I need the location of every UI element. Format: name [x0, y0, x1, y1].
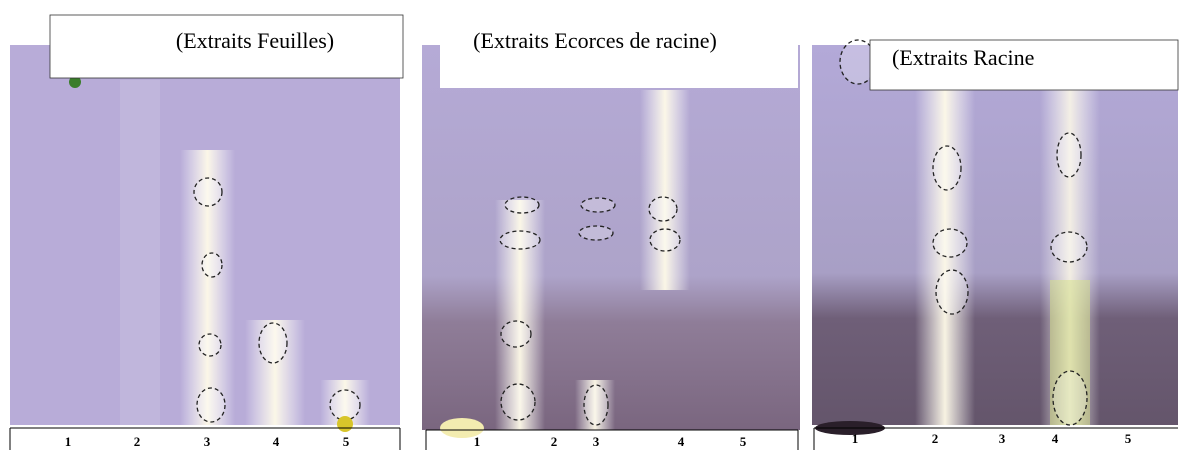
spot — [936, 270, 968, 314]
plate — [812, 45, 1178, 425]
spot — [330, 390, 360, 420]
plate — [422, 45, 800, 430]
lane-label: 1 — [474, 434, 481, 449]
spot — [1051, 232, 1087, 262]
lane-label: 2 — [932, 431, 939, 446]
plate-3: (Extraits Racine 1 2 3 4 5 — [812, 40, 1178, 450]
lane-label: 4 — [273, 434, 280, 449]
spot — [500, 231, 540, 249]
tlc-figure: (Extraits Feuilles) 1 2 3 4 5 (Extraits … — [0, 0, 1180, 450]
lane-label: 2 — [551, 434, 558, 449]
lane-label: 1 — [65, 434, 72, 449]
lane-label: 2 — [134, 434, 141, 449]
streak — [120, 80, 160, 425]
spot — [581, 198, 615, 212]
spot — [259, 323, 287, 363]
spot — [933, 146, 961, 190]
spot-mark — [337, 416, 353, 432]
lane-label: 3 — [999, 431, 1006, 446]
spot — [933, 229, 967, 257]
panel-title: (Extraits Feuilles) — [176, 28, 334, 53]
lane-label: 1 — [852, 431, 859, 446]
lane-label: 4 — [1052, 431, 1059, 446]
spot — [650, 229, 680, 251]
plate-1: (Extraits Feuilles) 1 2 3 4 5 — [10, 15, 403, 450]
spot — [194, 178, 222, 206]
plate-2: (Extraits Ecorces de racine) 1 2 3 4 5 — [422, 15, 800, 450]
lane-label: 4 — [678, 434, 685, 449]
spot — [505, 197, 539, 213]
panel-title: (Extraits Racine — [892, 45, 1034, 70]
spot — [584, 385, 608, 425]
lane-label: 3 — [593, 434, 600, 449]
lane-label: 3 — [204, 434, 211, 449]
spot — [199, 334, 221, 356]
streak — [640, 90, 690, 290]
spot — [579, 226, 613, 240]
panel-title: (Extraits Ecorces de racine) — [473, 28, 717, 53]
spot — [202, 253, 222, 277]
lane-label: 5 — [1125, 431, 1132, 446]
spot — [649, 197, 677, 221]
spot — [501, 384, 535, 420]
lane-label: 5 — [740, 434, 747, 449]
lane-label: 5 — [343, 434, 350, 449]
spot — [501, 321, 531, 347]
spot — [1057, 133, 1081, 177]
spot — [1053, 371, 1087, 425]
spot — [197, 388, 225, 422]
